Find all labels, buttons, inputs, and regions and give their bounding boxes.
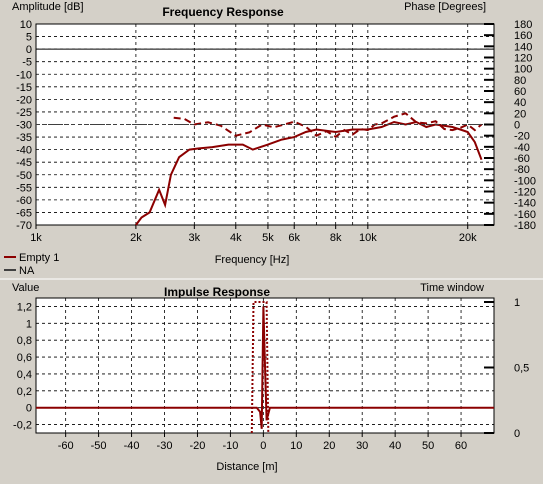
bottom-x-tick-20: -20 [190,440,206,452]
bottom-x-tick-10: 10 [290,440,302,452]
top-y2-tick-40: -40 [514,142,530,154]
bottom-x-tick-0: 0 [260,440,266,452]
top-y2-tick-100: 100 [514,64,532,76]
top-y-tick-10: -10 [16,69,32,81]
top-y-tick-20: -20 [16,94,32,106]
top-y2-tick-140: 140 [514,41,532,53]
top-y2-tick-60: -60 [514,153,530,165]
bottom-y-tick-0-8: 0,8 [17,335,32,347]
bottom-y-tick-0-2: -0,2 [13,420,32,432]
top-x-tick-1k: 1k [30,232,42,244]
top-y2-tick-180: 180 [514,19,532,31]
top-y2-tick-20: 20 [514,108,526,120]
bottom-x-tick-60: 60 [455,440,467,452]
bottom-x-tick-40: 40 [389,440,401,452]
bottom-right-axis-label: Time window [420,282,484,294]
top-panel: 1050-5-10-15-20-25-30-35-40-45-50-55-60-… [4,1,536,277]
top-right-axis-label: Phase [Degrees] [404,1,486,13]
top-x-axis-label: Frequency [Hz] [215,254,290,266]
top-x-tick-5k: 5k [262,232,274,244]
bottom-y-tick-1: 1 [26,318,32,330]
top-y2-tick-100: -100 [514,175,536,187]
top-series-empty-1-phase [173,112,483,139]
top-y-tick-35: -35 [16,132,32,144]
top-y-ticks: 1050-5-10-15-20-25-30-35-40-45-50-55-60-… [16,19,32,232]
top-y2-tick-20: -20 [514,131,530,143]
bottom-y-tick-0-6: 0,6 [17,352,32,364]
bottom-y2-tick-1: 1 [514,297,520,309]
bottom-x-ticks: -60 -50 -40 -30 -20 -10 0 10 20 30 40 50 60 [58,433,467,452]
bottom-x-tick-10: -10 [222,440,238,452]
bottom-y-tick-0-4: 0,4 [17,369,32,381]
legend-label-empty-1: Empty 1 [19,252,59,264]
top-chart-title: Frequency Response [162,5,284,19]
top-y2-tick-120: 120 [514,53,532,65]
legend: Empty 1 NA [4,252,59,277]
bottom-x-tick-30: -30 [157,440,173,452]
top-y-tick-5: -5 [22,57,32,69]
bottom-series [36,301,494,434]
top-x-tick-3k: 3k [189,232,201,244]
bottom-x-tick-30: 30 [356,440,368,452]
bottom-y-ticks: 1,2 1 0,8 0,6 0,4 0,2 0 -0,2 [13,301,32,431]
top-y2-tick-160: -160 [514,209,536,221]
bottom-y2-tick-0: 0 [514,428,520,440]
bottom-series-empty-1-impulse [36,306,494,429]
bottom-x-tick-50: 50 [422,440,434,452]
bottom-x-tick-40: -40 [124,440,140,452]
top-x-ticks: 1k 2k 3k 4k 5k 6k 8k 10k 20k [30,225,477,244]
top-y-tick-65: -65 [16,207,32,219]
top-x-tick-4k: 4k [230,232,242,244]
top-x-tick-6k: 6k [288,232,300,244]
top-y2-tick-120: -120 [514,187,536,199]
top-x-tick-8k: 8k [330,232,342,244]
top-y-tick-0: 0 [26,44,32,56]
top-x-tick-20k: 20k [459,232,477,244]
top-x-tick-2k: 2k [130,232,142,244]
bottom-x-tick-50: -50 [91,440,107,452]
top-y2-tick-60: 60 [514,86,526,98]
top-y-tick-40: -40 [16,145,32,157]
top-y2-tick-180: -180 [514,220,536,232]
bottom-y-tick-0: 0 [26,403,32,415]
top-y-tick-60: -60 [16,195,32,207]
top-y2-ticks: 180160140120100806040200-20-40-60-80-100… [484,19,536,232]
top-y-tick-50: -50 [16,170,32,182]
top-y-tick-25: -25 [16,107,32,119]
bottom-y-tick-0-2: 0,2 [17,386,32,398]
top-y2-tick-80: 80 [514,75,526,87]
top-y2-tick-160: 160 [514,30,532,42]
top-x-tick-10k: 10k [359,232,377,244]
top-y2-tick-40: 40 [514,97,526,109]
top-y2-tick-0: 0 [514,120,520,132]
top-series-empty-1 [135,120,483,226]
bottom-x-tick-20: 20 [323,440,335,452]
bottom-panel: 1,210,80,60,40,20-0,2 10,50 -60 -50 -40 -30… [12,282,529,473]
top-y-tick-70: -70 [16,220,32,232]
top-y-tick-10: 10 [20,19,32,31]
top-left-axis-label: Amplitude [dB] [12,1,84,13]
top-y-tick-45: -45 [16,157,32,169]
legend-label-na: NA [19,265,35,277]
top-y-tick-30: -30 [16,120,32,132]
bottom-left-axis-label: Value [12,282,39,294]
top-y-tick-15: -15 [16,82,32,94]
bottom-chart-title: Impulse Response [164,285,270,299]
bottom-x-axis-label: Distance [m] [216,461,277,473]
bottom-y2-tick-0-5: 0,5 [514,363,529,375]
top-grid [36,24,494,225]
bottom-x-tick-60: -60 [58,440,74,452]
top-y2-tick-140: -140 [514,198,536,210]
top-y-tick-55: -55 [16,182,32,194]
top-y-tick-5: 5 [26,32,32,44]
bottom-y-tick-1-2: 1,2 [17,301,32,313]
top-series [36,112,483,226]
bottom-y2-ticks: 10,50 [484,297,529,440]
top-y2-tick-80: -80 [514,164,530,176]
